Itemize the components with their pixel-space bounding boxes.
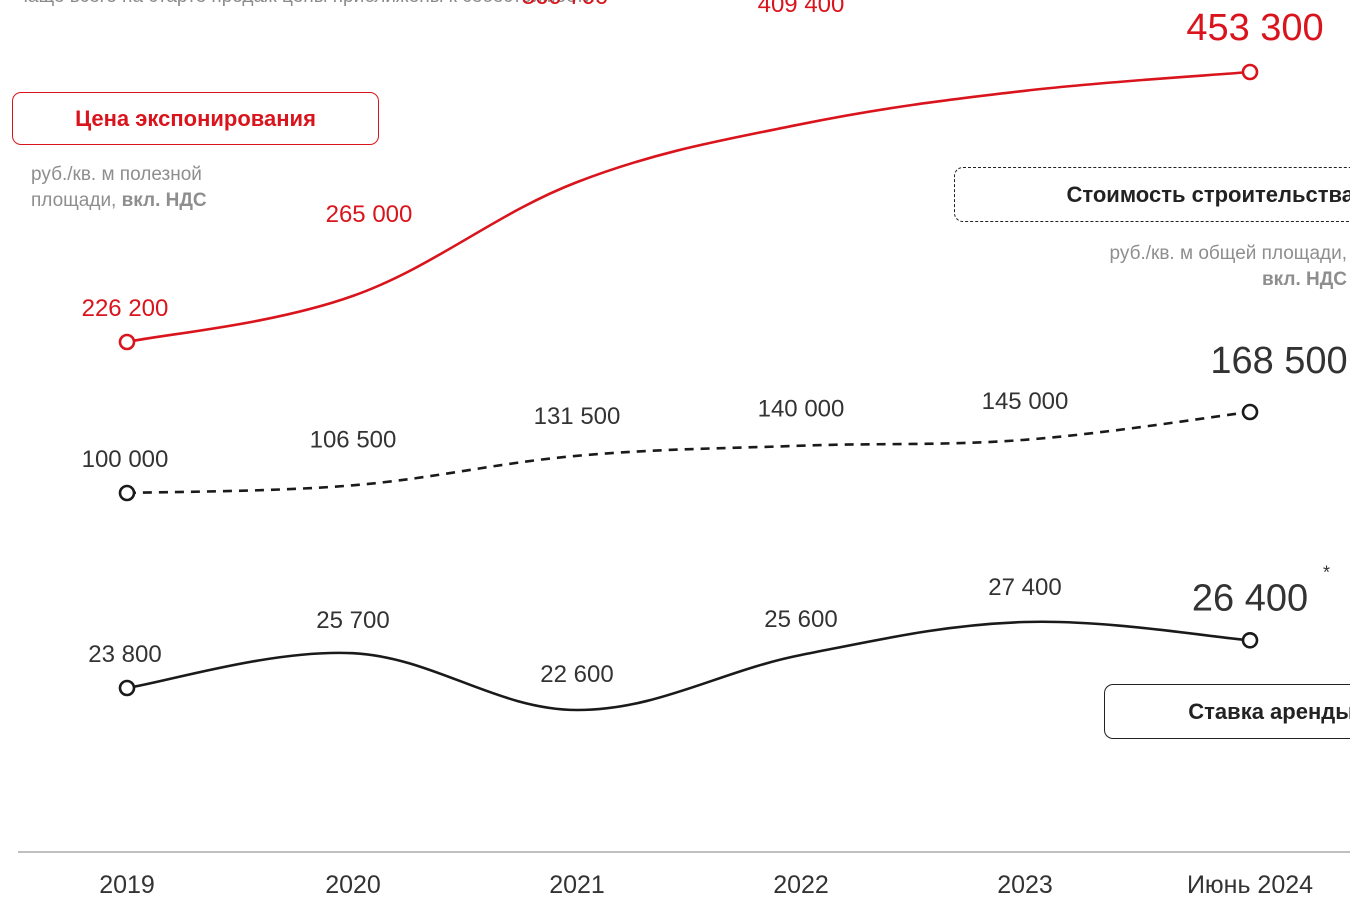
series-1-point-0 [118,484,136,502]
series-2-data-label-3: 25 600 [764,606,837,633]
legend-rent: Ставка аренды [1104,684,1350,739]
intro-text: чаще всего на старте продаж цены приближ… [18,0,918,8]
series-0-data-label-2: 360 700 [522,0,609,10]
legend-cost: Стоимость строительства [954,167,1350,222]
legend-price-unit-line2: площади, [31,190,117,211]
series-0-point-5 [1241,63,1259,81]
series-0-data-label-3: 409 400 [758,0,845,18]
series-2-data-label-5: 26 400 [1192,577,1308,619]
series-2-point-0 [118,679,136,697]
legend-cost-unit: руб./кв. м общей площади, вкл. НДС [950,241,1347,293]
legend-cost-label: Стоимость строительства [1066,181,1350,207]
series-1-data-label-1: 106 500 [310,426,397,453]
series-2-data-label-0: 23 800 [88,641,161,668]
x-tick-label-4: 2023 [997,871,1053,899]
series-line-0 [126,70,1251,344]
legend-price-unit-bold: вкл. НДС [121,190,207,211]
series-1-data-label-2: 131 500 [534,403,621,430]
x-tick-label-1: 2020 [325,871,381,899]
legend-price: Цена экспонирования [12,92,379,145]
series-2-data-label-4: 27 400 [988,574,1061,601]
series-2-point-5 [1241,631,1259,649]
series-1-data-label-5: 168 500 [1210,340,1347,382]
x-tick-label-3: 2022 [773,871,829,899]
series-1-data-label-3: 140 000 [758,396,845,423]
series-2-data-label-1: 25 700 [316,607,389,634]
legend-rent-label: Ставка аренды [1188,698,1350,724]
legend-price-unit: руб./кв. м полезной площади, вкл. НДС [31,162,291,214]
series-0-data-label-5: 453 300 [1186,7,1323,49]
legend-price-label: Цена экспонирования [75,105,316,131]
x-tick-label-2: 2021 [549,871,605,899]
legend-cost-unit-line1: руб./кв. м общей площади, [1109,243,1347,264]
series-0-point-0 [118,333,136,351]
series-1-data-label-4: 145 000 [982,388,1069,415]
series-line-1 [126,410,1251,495]
series-2-footnote: * [1323,562,1330,582]
series-2-data-label-2: 22 600 [540,661,613,688]
series-1-data-label-0: 100 000 [82,446,169,473]
series-1-point-5 [1241,403,1259,421]
series-line-2 [126,620,1251,712]
legend-price-unit-line1: руб./кв. м полезной [31,164,202,185]
x-tick-label-5: Июнь 2024 [1187,871,1313,899]
series-0-data-label-1: 265 000 [326,201,413,228]
series-0-data-label-0: 226 200 [82,295,169,322]
x-tick-label-0: 2019 [99,871,155,899]
legend-cost-unit-bold: вкл. НДС [1261,269,1347,290]
